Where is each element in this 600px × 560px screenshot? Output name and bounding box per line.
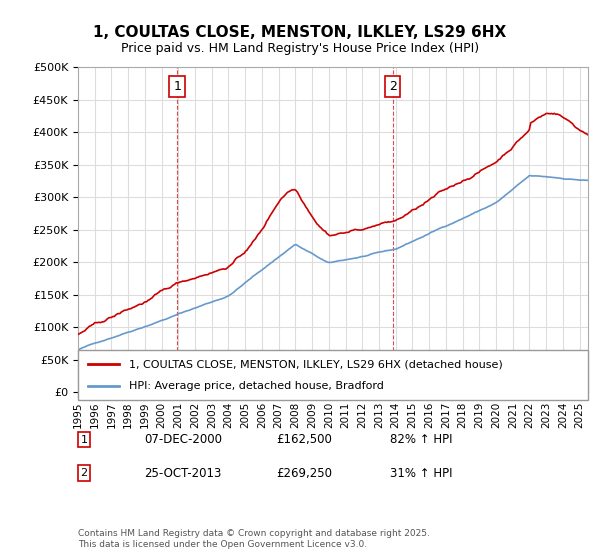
Text: 1, COULTAS CLOSE, MENSTON, ILKLEY, LS29 6HX: 1, COULTAS CLOSE, MENSTON, ILKLEY, LS29 …: [94, 25, 506, 40]
Text: £269,250: £269,250: [276, 466, 332, 480]
Text: Contains HM Land Registry data © Crown copyright and database right 2025.
This d: Contains HM Land Registry data © Crown c…: [78, 529, 430, 549]
Text: 2: 2: [389, 80, 397, 93]
FancyBboxPatch shape: [78, 350, 588, 400]
Text: Price paid vs. HM Land Registry's House Price Index (HPI): Price paid vs. HM Land Registry's House …: [121, 42, 479, 55]
Text: 2: 2: [80, 468, 88, 478]
Text: 25-OCT-2013: 25-OCT-2013: [144, 466, 221, 480]
Text: HPI: Average price, detached house, Bradford: HPI: Average price, detached house, Brad…: [129, 381, 384, 391]
Text: 1: 1: [173, 80, 181, 93]
Text: 1, COULTAS CLOSE, MENSTON, ILKLEY, LS29 6HX (detached house): 1, COULTAS CLOSE, MENSTON, ILKLEY, LS29 …: [129, 359, 503, 369]
Text: £162,500: £162,500: [276, 433, 332, 446]
Text: 07-DEC-2000: 07-DEC-2000: [144, 433, 222, 446]
Text: 31% ↑ HPI: 31% ↑ HPI: [390, 466, 452, 480]
Text: 1: 1: [80, 435, 88, 445]
Text: 82% ↑ HPI: 82% ↑ HPI: [390, 433, 452, 446]
